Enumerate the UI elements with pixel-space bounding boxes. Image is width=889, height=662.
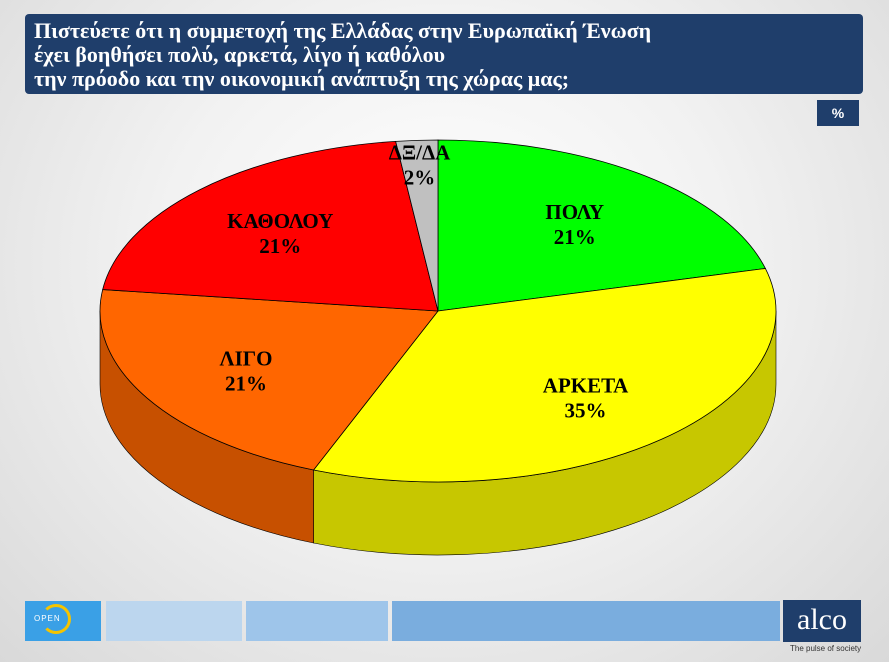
open-logo-text: OPEN bbox=[34, 614, 61, 623]
alco-logo: alco bbox=[783, 600, 861, 642]
slice-value-2: 21% bbox=[225, 371, 267, 395]
percent-badge: % bbox=[817, 100, 859, 126]
pie-slice-0 bbox=[437, 139, 766, 312]
title-line-3: την πρόοδο και την οικονομική ανάπτυξη τ… bbox=[34, 66, 570, 91]
footer-strip-2 bbox=[246, 601, 388, 641]
alco-tagline: The pulse of society bbox=[790, 644, 862, 653]
title-line-1: Πιστεύετε ότι η συμμετοχή της Ελλάδας στ… bbox=[34, 18, 652, 43]
open-logo-ring bbox=[41, 604, 71, 634]
footer-strip-1 bbox=[106, 601, 242, 641]
slice-value-0: 21% bbox=[554, 225, 596, 249]
pie-slice-4 bbox=[395, 139, 439, 312]
slice-value-3: 21% bbox=[259, 234, 301, 258]
question-title-box: Πιστεύετε ότι η συμμετοχή της Ελλάδας στ… bbox=[25, 14, 863, 94]
footer-strip-3 bbox=[392, 601, 780, 641]
slice-label-1: ΑΡΚΕΤΑ bbox=[543, 374, 629, 398]
title-line-2: έχει βοηθήσει πολύ, αρκετά, λίγο ή καθόλ… bbox=[34, 42, 446, 67]
pie-slice-3 bbox=[102, 140, 439, 312]
slice-label-3: ΚΑΘΟΛΟΥ bbox=[227, 209, 333, 233]
slice-label-4: ΔΞ/ΔΑ bbox=[389, 141, 451, 165]
slice-value-1: 35% bbox=[565, 399, 607, 423]
slice-label-2: ΛΙΓΟ bbox=[220, 346, 273, 370]
slice-label-0: ΠΟΛΥ bbox=[545, 200, 604, 224]
pie-slice-1 bbox=[312, 268, 777, 483]
pie-slice-2 bbox=[99, 289, 439, 471]
slice-value-4: 2% bbox=[404, 166, 436, 190]
